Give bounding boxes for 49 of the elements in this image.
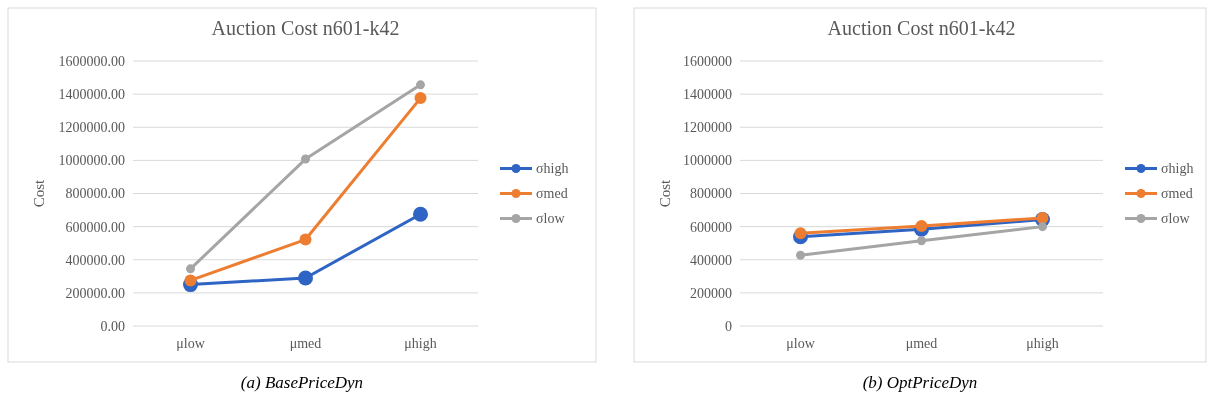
x-tick-label: μmed: [905, 336, 938, 351]
x-tick-label: μmed: [289, 336, 322, 351]
legend-label: σhigh: [1161, 161, 1194, 177]
y-tick-label: 1600000.00: [58, 53, 125, 69]
x-tick-label: μlow: [176, 336, 206, 351]
y-tick-label: 600000.00: [65, 219, 125, 235]
y-tick-label: 800000: [690, 186, 732, 202]
text: (b) OptPriceDyn: [862, 373, 978, 392]
x-tick-label: μhigh: [404, 336, 437, 351]
point: [186, 264, 195, 274]
y-tick-label: 1400000: [683, 87, 732, 103]
y-tick-label: 1000000.00: [58, 153, 125, 169]
x-tick-label: μlow: [786, 336, 816, 351]
y-tick-label: 1200000: [683, 120, 732, 136]
y-axis-title: Cost: [657, 178, 673, 208]
point: [796, 250, 805, 260]
legend-label: σhigh: [536, 161, 569, 177]
legend-label: σmed: [536, 186, 568, 202]
chart-title: Auction Cost n601-k42: [827, 17, 1016, 39]
y-tick-label: 600000: [690, 219, 732, 235]
y-tick-label: 400000.00: [65, 252, 125, 268]
text: (a) BasePriceDyn: [240, 373, 364, 392]
chart-title: Auction Cost n601-k42: [211, 17, 400, 39]
y-axis-title: Cost: [31, 178, 47, 208]
point: [414, 92, 427, 105]
y-tick-label: 400000: [690, 252, 732, 268]
point: [917, 236, 926, 246]
point: [184, 274, 197, 287]
point: [301, 154, 310, 164]
y-tick-label: 1600000: [683, 53, 732, 69]
point: [299, 233, 312, 246]
y-tick-label: 1200000.00: [58, 120, 125, 136]
y-tick-label: 1400000.00: [58, 87, 125, 103]
legend-label: σmed: [1161, 186, 1193, 202]
y-tick-label: 0.00: [100, 318, 125, 334]
point: [1038, 222, 1047, 232]
point: [416, 80, 425, 90]
point: [794, 227, 807, 240]
point: [915, 219, 928, 232]
point: [413, 206, 428, 222]
legend-label: σlow: [536, 211, 566, 227]
y-tick-label: 1000000: [683, 153, 732, 169]
legend-label: σlow: [1161, 211, 1191, 227]
x-tick-label: μhigh: [1026, 336, 1059, 351]
y-tick-label: 200000.00: [65, 285, 125, 301]
y-tick-label: 0: [725, 318, 732, 334]
point: [298, 270, 313, 286]
y-tick-label: 800000.00: [65, 186, 125, 202]
y-tick-label: 200000: [690, 285, 732, 301]
